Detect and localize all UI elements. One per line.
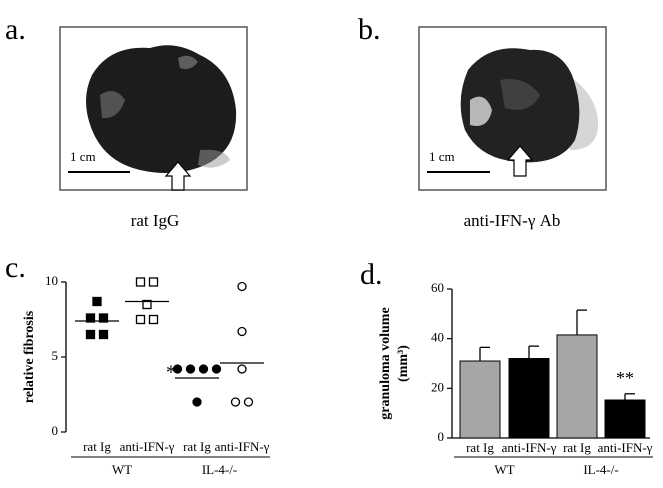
annotation: ** (616, 368, 634, 388)
point (243, 397, 254, 407)
panel-letter: b. (358, 13, 381, 46)
y-tick-label: 0 (438, 429, 445, 444)
bar (459, 360, 501, 439)
point (148, 314, 159, 325)
group-label: IL-4-/- (202, 462, 237, 477)
y-tick-label: 40 (431, 330, 444, 345)
caption: anti-IFN-γ Ab (464, 211, 561, 230)
point (85, 329, 96, 340)
point (148, 277, 159, 287)
x-tick-label: rat Ig (466, 440, 494, 455)
point (172, 364, 183, 374)
x-tick-label: anti-IFN-γ (502, 440, 557, 455)
y-tick-label: 10 (45, 273, 58, 288)
y-tick-label: 0 (52, 423, 59, 438)
y-tick-label: 20 (431, 379, 444, 394)
x-tick-label: anti-IFN-γ (215, 439, 270, 454)
x-tick-label: rat Ig (83, 439, 111, 454)
point (185, 364, 196, 374)
y-tick-label: 5 (52, 348, 59, 363)
point (230, 397, 241, 407)
y-tick-label: 60 (431, 280, 444, 295)
point (198, 364, 209, 374)
x-tick-label: anti-IFN-γ (120, 439, 175, 454)
photo-a (59, 26, 248, 191)
scale-label: 1 cm (70, 149, 96, 164)
point (237, 326, 247, 337)
bar (556, 334, 598, 439)
point (211, 364, 222, 374)
x-tick-label: anti-IFN-γ (598, 440, 653, 455)
point (98, 313, 109, 323)
annotation: * (166, 362, 176, 384)
point (237, 281, 247, 292)
x-tick-label: rat Ig (183, 439, 211, 454)
point (142, 299, 152, 310)
photo-b (418, 26, 607, 191)
point (85, 313, 96, 323)
point (192, 397, 202, 407)
caption: rat IgG (131, 211, 180, 230)
panel-letter: c. (5, 251, 26, 284)
point (237, 364, 247, 374)
point (135, 314, 146, 325)
y-axis-label: granuloma volume (378, 307, 393, 419)
point (135, 277, 146, 287)
y-axis-label: relative fibrosis (22, 310, 37, 403)
point (98, 329, 109, 340)
panel-letter: d. (360, 258, 383, 291)
bar (508, 358, 550, 439)
y-axis-unit: (mm³) (396, 345, 411, 382)
group-label: IL-4-/- (583, 462, 618, 477)
bar (604, 399, 646, 439)
group-label: WT (494, 462, 514, 477)
group-label: WT (112, 462, 132, 477)
scale-label: 1 cm (429, 149, 455, 164)
point (92, 296, 102, 307)
panel-letter: a. (5, 13, 26, 46)
x-tick-label: rat Ig (563, 440, 591, 455)
